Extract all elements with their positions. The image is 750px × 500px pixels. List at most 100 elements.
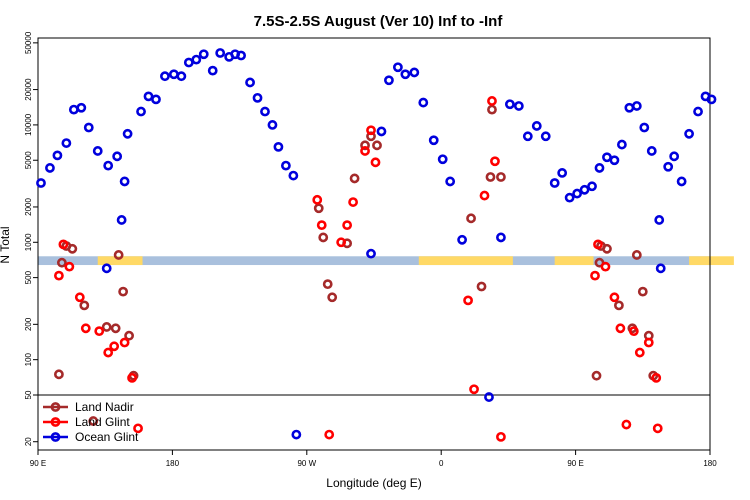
y-tick-label: 1000 <box>24 233 33 251</box>
data-point-ocean-glint <box>92 146 103 156</box>
data-point-ocean-glint <box>522 131 533 142</box>
data-point-land-glint <box>316 220 327 231</box>
data-point-land-glint <box>127 372 137 383</box>
plot-frame <box>37 37 711 451</box>
series-ocean-glint <box>36 48 717 440</box>
data-point-ocean-glint <box>119 176 130 187</box>
data-point-ocean-glint <box>409 67 420 78</box>
data-point-land-glint <box>621 419 632 430</box>
data-point-land-nadir <box>349 173 360 184</box>
data-point-land-glint <box>342 220 353 231</box>
land-band-segment <box>554 256 594 266</box>
data-point-ocean-glint <box>513 101 524 111</box>
data-point-ocean-glint <box>176 71 187 82</box>
x-tick-label: 90 W <box>297 459 316 468</box>
plot-area: 90 E 180 90 W 0 90 E 180 20 50 100 200 500 1000 2000… <box>24 31 734 468</box>
data-point-ocean-glint <box>83 122 94 133</box>
legend-label-land-glint: Land Glint <box>75 415 130 429</box>
data-point-land-nadir <box>487 104 497 115</box>
data-point-ocean-glint <box>445 176 456 187</box>
data-point-land-nadir <box>67 243 78 254</box>
data-point-land-glint <box>469 384 479 395</box>
data-point-ocean-glint <box>366 248 376 259</box>
y-tick-label: 50 <box>24 390 33 399</box>
y-tick-label: 20 <box>24 437 33 446</box>
data-point-ocean-glint <box>706 94 717 105</box>
data-point-land-nadir <box>476 281 487 292</box>
x-tick-label: 90 E <box>30 459 46 468</box>
data-point-land-nadir <box>637 286 648 297</box>
data-point-ocean-glint <box>663 161 674 172</box>
data-point-land-nadir <box>118 286 129 297</box>
data-point-land-nadir <box>113 250 124 260</box>
data-point-land-nadir <box>124 330 134 341</box>
y-axis-label: N Total <box>0 226 12 263</box>
data-point-land-nadir <box>496 172 506 182</box>
data-point-ocean-glint <box>384 75 394 86</box>
y-tick-label: 2000 <box>24 198 33 216</box>
data-point-ocean-glint <box>609 155 620 166</box>
data-point-land-glint <box>590 270 600 281</box>
data-point-land-glint <box>58 239 69 250</box>
land-band-segment <box>97 256 143 266</box>
data-point-ocean-glint <box>52 150 63 161</box>
data-point-land-glint <box>463 295 473 306</box>
data-point-ocean-glint <box>76 102 87 113</box>
y-tick-label: 100 <box>24 352 33 366</box>
legend-label-land-nadir: Land Nadir <box>75 400 134 414</box>
data-point-ocean-glint <box>101 263 112 274</box>
data-point-land-glint <box>360 146 370 156</box>
data-point-land-nadir <box>631 250 642 260</box>
data-point-land-nadir <box>466 213 476 224</box>
data-point-ocean-glint <box>136 106 146 117</box>
data-point-land-glint <box>366 125 376 136</box>
data-point-ocean-glint <box>646 146 657 156</box>
data-point-land-glint <box>74 292 85 303</box>
data-point-ocean-glint <box>273 141 284 152</box>
data-point-land-glint <box>609 292 620 303</box>
data-point-ocean-glint <box>267 120 278 130</box>
data-point-ocean-glint <box>291 429 302 440</box>
data-point-ocean-glint <box>160 71 170 82</box>
data-point-land-nadir <box>110 323 121 334</box>
land-band-segment <box>418 256 513 266</box>
y-tick-label: 200 <box>24 317 33 331</box>
data-point-ocean-glint <box>693 106 703 117</box>
y-tick-label: 20000 <box>24 78 33 101</box>
data-point-ocean-glint <box>572 188 582 199</box>
data-point-ocean-glint <box>191 54 202 65</box>
data-point-land-glint <box>490 156 500 167</box>
data-point-ocean-glint <box>457 234 468 245</box>
data-point-land-nadir <box>79 300 90 311</box>
data-point-land-glint <box>133 423 143 434</box>
data-point-ocean-glint <box>655 263 666 274</box>
data-point-ocean-glint <box>260 106 270 117</box>
data-point-land-glint <box>370 157 381 168</box>
series-land-nadir <box>54 104 659 426</box>
data-point-ocean-glint <box>669 151 680 162</box>
y-tick-label: 10000 <box>24 113 33 136</box>
data-point-ocean-glint <box>631 101 642 111</box>
data-point-land-glint <box>119 337 130 348</box>
data-point-ocean-glint <box>654 215 665 225</box>
data-point-ocean-glint <box>418 97 429 108</box>
data-point-land-nadir <box>485 172 496 182</box>
legend-marker-land-glint <box>50 417 61 427</box>
data-point-land-glint <box>600 261 611 272</box>
data-point-land-glint <box>615 323 626 334</box>
data-point-ocean-glint <box>112 151 123 162</box>
x-tick-label: 90 E <box>567 459 583 468</box>
data-point-land-nadir <box>614 300 624 311</box>
data-point-ocean-glint <box>616 139 627 150</box>
data-point-ocean-glint <box>122 128 133 139</box>
data-point-ocean-glint <box>400 69 411 80</box>
data-point-ocean-glint <box>245 77 255 88</box>
data-point-ocean-glint <box>61 138 72 148</box>
data-point-land-glint <box>80 323 91 334</box>
data-point-ocean-glint <box>376 126 387 137</box>
data-point-land-glint <box>496 431 506 442</box>
x-tick-label: 180 <box>166 459 180 468</box>
legend-marker-land-nadir <box>50 402 61 412</box>
